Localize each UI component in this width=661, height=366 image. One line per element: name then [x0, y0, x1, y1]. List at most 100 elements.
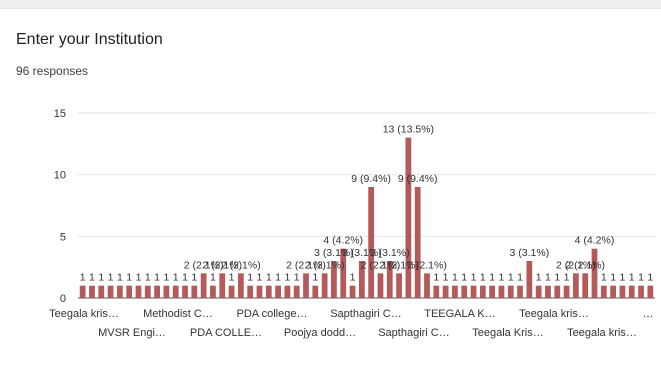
bar	[163, 285, 170, 298]
data-label: 1	[508, 272, 514, 284]
x-tick-label: PDA college…	[237, 308, 308, 320]
data-label: 1	[108, 272, 114, 284]
data-label: 1	[154, 272, 160, 284]
bar	[210, 285, 216, 298]
bar	[219, 273, 226, 298]
data-label: 1	[294, 272, 300, 284]
data-label: 1	[610, 272, 616, 284]
data-label: 2 (2.1%)	[202, 259, 242, 271]
data-label: 2 (2.1%)	[361, 259, 401, 271]
chart-title: Enter your Institution	[16, 31, 163, 48]
bar	[331, 261, 337, 298]
data-label: 1	[461, 272, 467, 284]
data-label: 1	[471, 272, 477, 284]
bar	[573, 273, 579, 298]
x-tick-label: Poojya dodd…	[284, 327, 356, 339]
x-tick-label: Sapthagiri C…	[378, 327, 450, 339]
bar	[545, 285, 551, 298]
bar	[591, 248, 598, 298]
data-label: 1	[98, 272, 104, 284]
data-label: 1	[191, 272, 197, 284]
x-tick-label: Teegala Kris…	[472, 327, 544, 339]
x-tick-label: Teegala kris…	[567, 327, 637, 339]
bar	[610, 285, 617, 298]
bar	[405, 137, 412, 298]
data-label: 3 (3.1%)	[342, 247, 382, 259]
bar	[321, 273, 328, 298]
data-label: 1	[163, 272, 169, 284]
data-label: 9 (9.4%)	[351, 173, 391, 185]
bar	[535, 285, 542, 298]
bar	[228, 285, 235, 298]
x-tick-label: MVSR Engi…	[98, 327, 166, 339]
data-label: 2 (2.1%)	[556, 259, 596, 271]
chart-card: Enter your Institution 96 responses	[0, 8, 661, 366]
data-label: 2 (2.1%)	[286, 259, 326, 271]
data-label: 1	[173, 272, 179, 284]
bar	[619, 285, 626, 298]
bar	[293, 285, 300, 298]
y-tick-label: 15	[54, 108, 66, 120]
bar	[442, 285, 449, 298]
bar	[172, 285, 179, 298]
x-tick-label: Methodist C…	[143, 308, 213, 320]
y-tick-label: 5	[60, 231, 66, 243]
data-label: 1	[601, 272, 607, 284]
data-label: 1	[284, 272, 290, 284]
data-label: 2 (2.1%)	[305, 259, 345, 271]
data-label: 1	[629, 272, 635, 284]
bar	[470, 285, 477, 298]
bar	[349, 285, 356, 298]
bar	[237, 273, 244, 298]
bar	[452, 285, 458, 298]
data-label: 1	[517, 272, 523, 284]
data-label: 1	[452, 272, 458, 284]
data-label: 1	[489, 272, 495, 284]
data-label: 1	[126, 272, 132, 284]
bar	[79, 285, 86, 298]
bar	[265, 285, 272, 298]
bar	[312, 285, 319, 298]
bar	[424, 273, 430, 298]
bar	[200, 273, 207, 298]
data-label: 3 (3.1%)	[510, 247, 550, 259]
bar	[303, 273, 309, 298]
data-label: 1	[620, 272, 626, 284]
bar	[89, 285, 95, 298]
bar	[154, 285, 160, 298]
bar	[126, 285, 133, 298]
bar	[135, 285, 142, 298]
data-label: 1	[145, 272, 151, 284]
data-label: 1	[247, 272, 253, 284]
data-label: 1	[80, 272, 86, 284]
x-tick-label: TEEGALA K…	[424, 308, 496, 320]
bar	[182, 285, 188, 298]
bar	[396, 273, 402, 298]
data-label: 9 (9.4%)	[398, 173, 438, 185]
data-label: 1	[229, 272, 235, 284]
bar	[340, 248, 347, 298]
bar	[433, 285, 440, 298]
data-label: 3 (3.1%)	[370, 247, 410, 259]
data-label: 1	[210, 272, 216, 284]
x-tick-label: …	[643, 308, 654, 320]
data-label: 1	[554, 272, 560, 284]
bar	[507, 285, 514, 298]
data-label: 1	[257, 272, 263, 284]
data-label: 2 (2.1%)	[379, 259, 419, 271]
bar	[582, 273, 589, 298]
data-label: 1	[638, 272, 644, 284]
bar	[526, 261, 533, 298]
data-label: 1	[433, 272, 439, 284]
bar	[414, 187, 421, 298]
x-tick-label: Teegala kris…	[49, 308, 119, 320]
y-tick-label: 0	[60, 293, 66, 305]
bar	[647, 285, 654, 298]
bar	[247, 285, 254, 298]
data-label: 1	[266, 272, 272, 284]
bar	[563, 285, 570, 298]
data-label: 3 (3.1%)	[314, 247, 354, 259]
bar	[284, 285, 291, 298]
data-label: 2 (2.1%)	[565, 259, 605, 271]
